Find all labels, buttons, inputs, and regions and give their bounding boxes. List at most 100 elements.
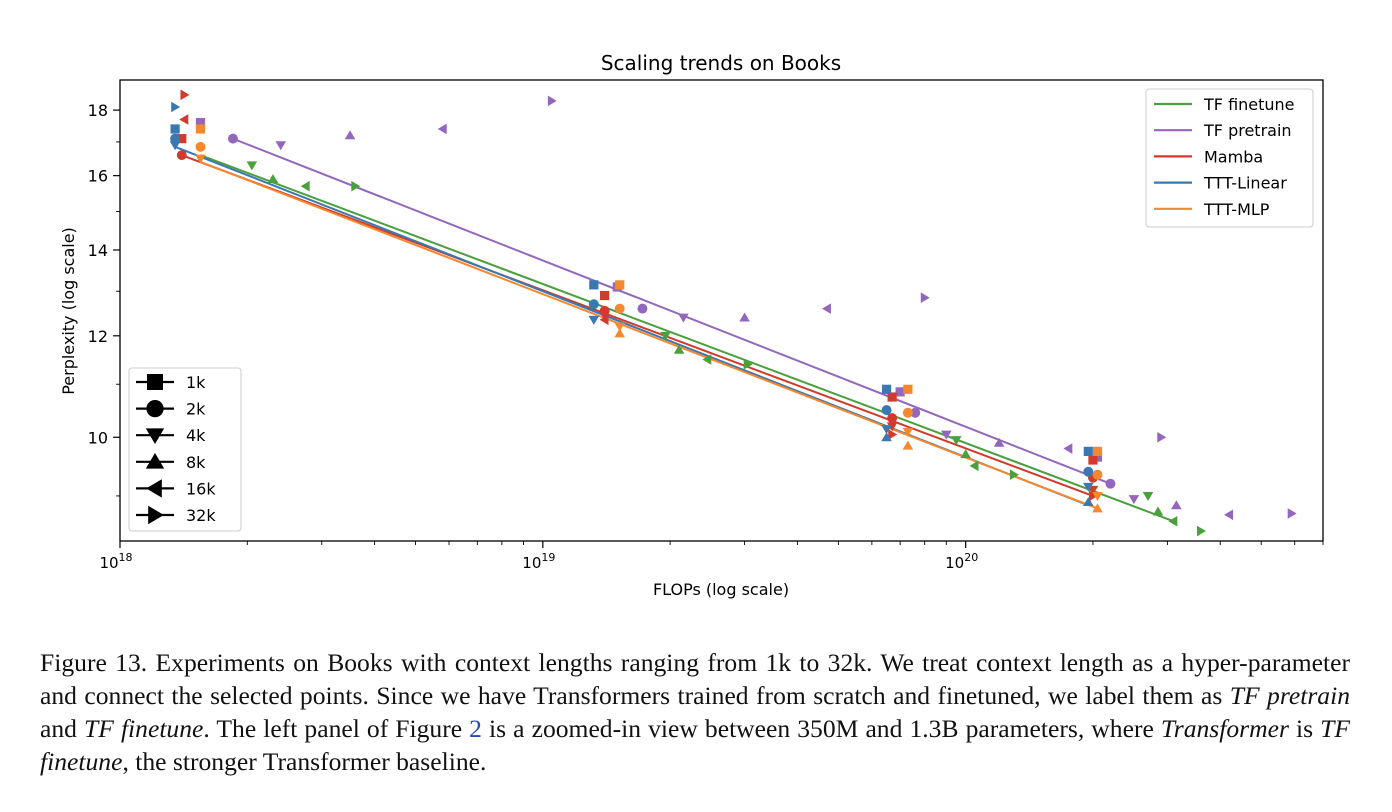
data-point-tf-pretrain-8k xyxy=(739,312,750,322)
legend-marker-1k xyxy=(147,374,163,390)
y-axis-label: Perplexity (log scale) xyxy=(59,227,78,395)
caption-transformer: Transformer xyxy=(1160,714,1289,743)
data-point-tf-pretrain-2k xyxy=(228,133,238,144)
data-point-tf-finetune-32k xyxy=(743,359,753,370)
data-point-tf-pretrain-1k xyxy=(895,387,905,397)
data-point-ttt-linear-8k xyxy=(881,432,892,442)
caption-tf-finetune-2: TF finetune xyxy=(40,714,1350,776)
data-point-tf-pretrain-16k xyxy=(1224,509,1234,521)
data-point-ttt-mlp-1k xyxy=(903,384,913,394)
data-point-ttt-mlp-1k xyxy=(195,124,206,134)
caption-tf-finetune: TF finetune xyxy=(84,714,204,743)
data-point-tf-finetune-4k xyxy=(950,436,962,446)
y-tick-label: 18 xyxy=(88,101,108,120)
data-point-tf-finetune-16k xyxy=(1168,515,1178,527)
x-axis: 1018 1019 1020 xyxy=(99,541,1324,572)
legend-label-ttt-linear: TTT-Linear xyxy=(1203,174,1287,193)
plot-frame xyxy=(119,79,1324,542)
data-point-ttt-mlp-4k xyxy=(195,154,206,164)
data-point-ttt-mlp-2k xyxy=(902,407,913,418)
data-point-ttt-linear-4k xyxy=(169,141,181,151)
data-point-tf-pretrain-32k xyxy=(1287,508,1297,519)
legend-marker-4k xyxy=(145,428,165,444)
legend-label-8k: 8k xyxy=(186,453,206,472)
data-point-tf-pretrain-8k xyxy=(993,437,1005,447)
data-point-tf-finetune-16k xyxy=(300,180,310,192)
x-tick-label: 1018 xyxy=(99,551,132,572)
data-point-ttt-linear-2k xyxy=(1083,466,1094,477)
data-point-ttt-linear-4k xyxy=(881,425,892,435)
data-point-tf-finetune-8k xyxy=(1152,506,1164,516)
caption-text-1: Figure 13. Experiments on Books with con… xyxy=(40,648,1350,710)
caption-tf-pretrain: TF pretrain xyxy=(1229,681,1350,710)
data-point-mamba-32k xyxy=(180,89,190,101)
data-point-ttt-linear-8k xyxy=(1083,497,1094,507)
data-point-tf-pretrain-16k xyxy=(1063,443,1073,454)
series-legend-box xyxy=(1145,88,1314,228)
figure-caption: Figure 13. Experiments on Books with con… xyxy=(40,646,1350,778)
data-point-tf-pretrain-4k xyxy=(1128,495,1140,505)
data-point-mamba-16k xyxy=(179,114,189,125)
y-tick-label: 16 xyxy=(88,167,108,186)
data-point-ttt-linear-2k xyxy=(881,405,892,416)
data-point-tf-finetune-4k xyxy=(1142,492,1154,501)
y-tick-label: 10 xyxy=(88,428,108,447)
data-point-tf-finetune-8k xyxy=(673,344,685,354)
data-point-tf-pretrain-32k xyxy=(1157,431,1167,443)
data-point-ttt-mlp-8k xyxy=(1092,503,1103,513)
legend-label-mamba: Mamba xyxy=(1204,147,1263,166)
data-point-tf-finetune-32k xyxy=(1009,469,1019,480)
data-point-ttt-linear-2k xyxy=(170,133,181,144)
data-point-ttt-linear-4k xyxy=(588,315,600,325)
data-point-tf-pretrain-16k xyxy=(437,123,447,135)
data-point-tf-finetune-8k xyxy=(267,174,279,184)
caption-and: and xyxy=(40,714,85,743)
legend-label-tf-pretrain: TF pretrain xyxy=(1203,121,1292,140)
data-point-ttt-mlp-4k xyxy=(902,427,914,437)
legend-label-tf-finetune: TF finetune xyxy=(1203,95,1295,114)
data-point-mamba-1k xyxy=(1088,455,1098,465)
data-point-tf-finetune-4k xyxy=(246,161,258,171)
legend-marker-8k xyxy=(145,453,165,469)
chart-title: Scaling trends on Books xyxy=(601,51,841,75)
data-point-ttt-linear-4k xyxy=(1083,482,1094,492)
data-point-ttt-mlp-4k xyxy=(614,322,626,332)
data-point-tf-pretrain-1k xyxy=(195,118,206,128)
legend-label-1k: 1k xyxy=(186,373,206,392)
data-point-ttt-mlp-1k xyxy=(1092,446,1103,456)
figure-reference-link[interactable]: 2 xyxy=(469,714,482,743)
legend-label-2k: 2k xyxy=(186,400,206,419)
data-point-tf-finetune-8k xyxy=(960,449,971,459)
data-point-ttt-linear-1k xyxy=(881,384,892,394)
data-point-tf-finetune-32k xyxy=(1196,525,1206,537)
y-tick-label: 14 xyxy=(88,241,108,260)
data-point-mamba-32k xyxy=(1089,490,1099,502)
data-point-tf-finetune-16k xyxy=(702,354,712,365)
legend-marker-2k xyxy=(146,399,164,418)
data-point-tf-pretrain-4k xyxy=(275,141,287,151)
x-tick-label: 1019 xyxy=(522,551,555,572)
data-point-ttt-mlp-2k xyxy=(614,303,625,314)
data-point-ttt-mlp-8k xyxy=(614,328,626,338)
data-point-mamba-4k xyxy=(886,422,898,432)
data-point-tf-finetune-32k xyxy=(351,180,361,192)
caption-text-4: , the stronger Transformer baseline. xyxy=(122,747,487,776)
legend-marker-16k xyxy=(146,479,162,498)
data-point-tf-finetune-4k xyxy=(660,331,671,341)
data-point-mamba-1k xyxy=(600,290,610,301)
fit-line-mamba xyxy=(181,154,1094,497)
x-tick-label: 1020 xyxy=(945,551,978,572)
data-point-tf-pretrain-8k xyxy=(344,130,356,140)
data-point-tf-pretrain-8k xyxy=(1171,500,1182,510)
data-point-tf-pretrain-4k xyxy=(941,430,952,440)
data-point-tf-pretrain-2k xyxy=(1105,478,1116,489)
data-point-mamba-1k xyxy=(177,134,187,144)
series-legend: TF finetune TF pretrain Mamba TTT-Linear TTT… xyxy=(1145,88,1314,228)
caption-text-2: . The left panel of Figure xyxy=(203,714,470,743)
data-point-mamba-4k xyxy=(599,311,610,321)
data-point-ttt-mlp-2k xyxy=(195,141,206,152)
x-axis-label: FLOPs (log scale) xyxy=(653,580,789,599)
data-point-tf-pretrain-32k xyxy=(920,292,930,303)
y-axis: 10 12 14 16 18 xyxy=(88,101,120,497)
fit-line-tf-pretrain xyxy=(232,137,1111,485)
